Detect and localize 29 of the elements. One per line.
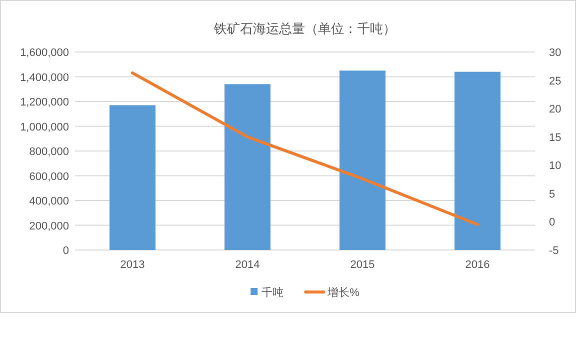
x-tick-label: 2015 <box>350 259 375 271</box>
legend-label: 增长% <box>326 286 360 299</box>
y2-tick-label: 10 <box>549 160 562 172</box>
x-tick-label: 2013 <box>120 259 145 271</box>
y-tick-label: 200,000 <box>29 220 69 232</box>
y2-tick-label: 30 <box>549 47 562 59</box>
y-tick-label: 600,000 <box>29 170 69 183</box>
y-tick-label: 1,200,000 <box>20 96 69 108</box>
y2-tick-label: 20 <box>549 104 562 116</box>
legend-label: 千吨 <box>262 286 284 299</box>
y-tick-label: 1,600,000 <box>20 47 69 59</box>
y-tick-label: 1,000,000 <box>20 121 69 134</box>
y2-tick-label: 5 <box>549 188 556 200</box>
y2-tick-label: 25 <box>549 75 562 88</box>
y2-tick-label: -5 <box>549 245 559 257</box>
line-series <box>131 71 479 226</box>
x-tick-label: 2016 <box>465 259 490 271</box>
bar <box>454 72 500 250</box>
y-tick-label: 1,400,000 <box>20 72 69 84</box>
bar <box>110 105 156 250</box>
x-tick-label: 2014 <box>235 259 260 271</box>
y2-tick-label: 0 <box>549 216 556 229</box>
y-tick-label: 400,000 <box>29 196 69 208</box>
bar <box>224 84 270 250</box>
y-tick-label: 800,000 <box>29 146 69 158</box>
y2-tick-label: 15 <box>549 132 562 144</box>
y-tick-label: 0 <box>62 245 69 257</box>
bar <box>340 70 386 250</box>
chart-title: 铁矿石海运总量（单位：千吨） <box>213 21 396 36</box>
